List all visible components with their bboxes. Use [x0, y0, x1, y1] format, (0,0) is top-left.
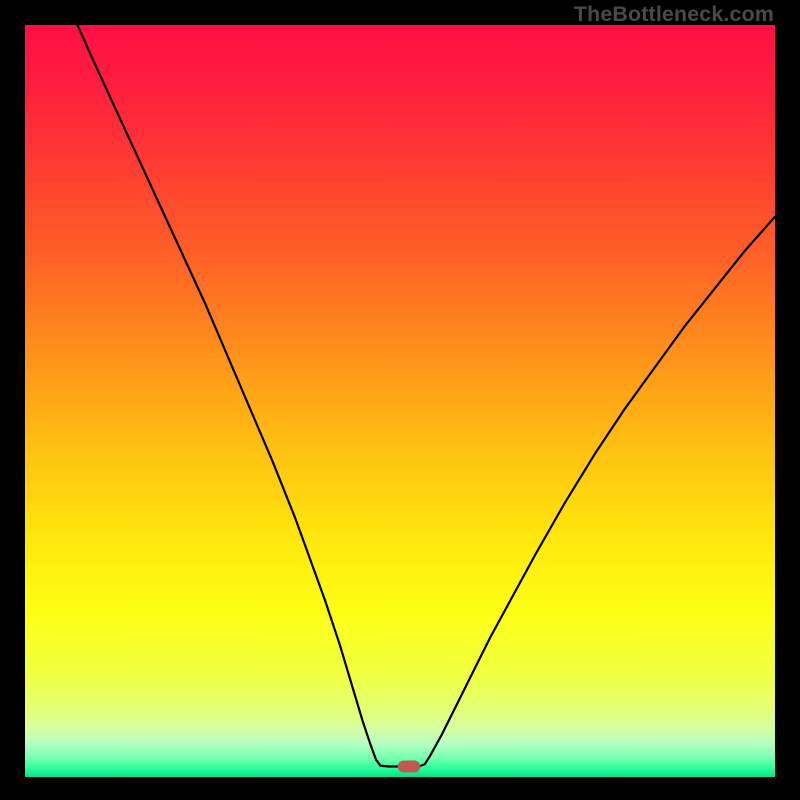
plot-area — [25, 25, 775, 777]
optimal-marker — [398, 760, 421, 772]
watermark-text: TheBottleneck.com — [574, 2, 774, 27]
gradient-background — [25, 25, 775, 777]
chart-frame: TheBottleneck.com — [0, 0, 800, 800]
plot-svg — [25, 25, 775, 777]
